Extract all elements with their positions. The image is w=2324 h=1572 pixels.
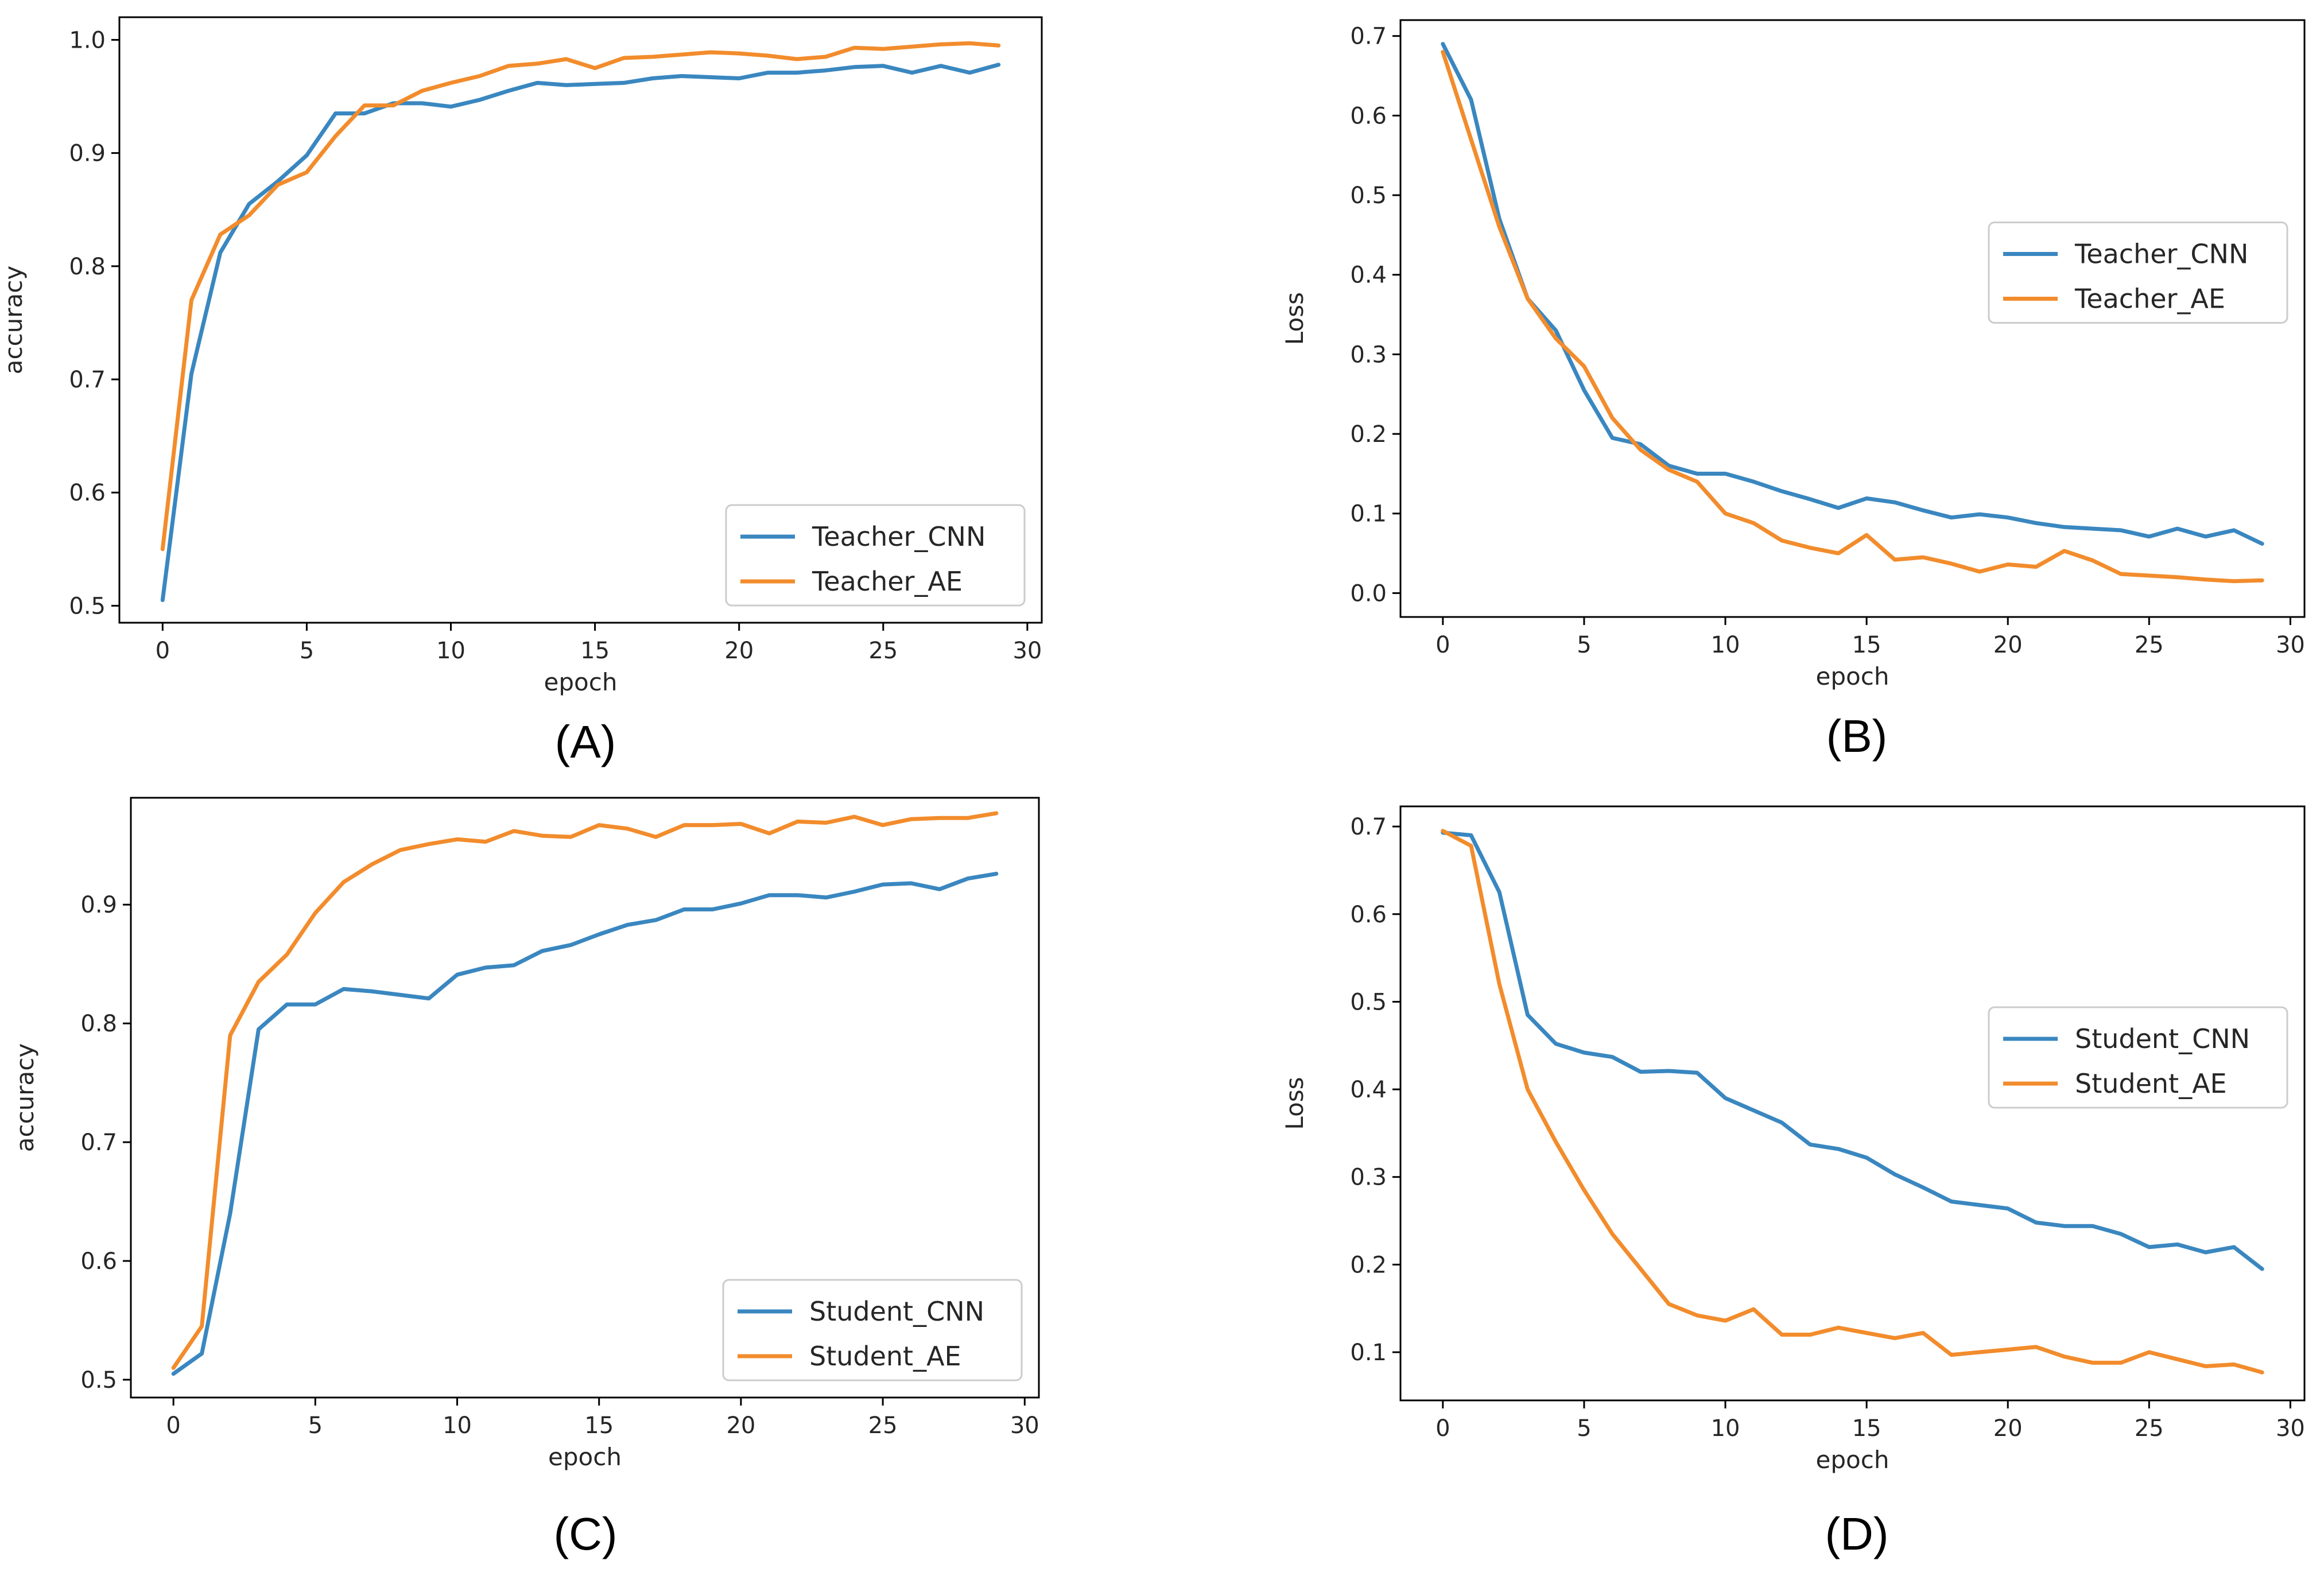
plot-frame	[118, 16, 1043, 624]
legend-label: Student_AE	[809, 1341, 961, 1372]
y-tick-label: 0.5	[69, 593, 106, 619]
series-line-teacher-cnn	[1441, 42, 2264, 546]
y-tick-label: 0.5	[1350, 989, 1387, 1015]
x-tick-label: 10	[436, 638, 465, 664]
y-tick-label: 1.0	[69, 27, 106, 53]
y-tick-label: 0.5	[1350, 183, 1387, 209]
x-tick-label: 15	[584, 1412, 614, 1439]
x-tick-label: 20	[1993, 632, 2023, 658]
plot-frame	[1399, 805, 2306, 1402]
y-tick-label: 0.6	[80, 1248, 117, 1275]
x-tick-label: 30	[2276, 1415, 2305, 1442]
x-tick-label: 25	[868, 1412, 898, 1439]
series-line-student-ae	[1441, 829, 2264, 1375]
legend-box	[725, 504, 1026, 607]
y-tick-label: 0.0	[1350, 580, 1387, 607]
y-tick-label: 0.1	[1350, 1340, 1387, 1366]
y-axis-label: accuracy	[11, 1043, 39, 1152]
series-line-student-ae	[171, 811, 999, 1370]
x-tick-label: 10	[1711, 1415, 1740, 1442]
x-tick-label: 0	[166, 1412, 180, 1439]
series-line-teacher-ae	[160, 41, 1001, 552]
y-tick-label: 0.8	[80, 1011, 117, 1037]
x-tick-label: 30	[2276, 632, 2305, 658]
y-tick-label: 0.3	[1350, 1165, 1387, 1191]
x-tick-label: 20	[1993, 1415, 2023, 1442]
x-tick-label: 5	[300, 638, 314, 664]
panel-a: 0 5 10 15 20 25 30 0.5 0.6 0.7 0.8 0.9 1.0 epoch accur…	[0, 16, 1043, 767]
plot-frame	[1399, 19, 2306, 618]
panel-d: 0 5 10 15 20 25 30 0.1 0.2 0.3 0.4 0.5 0.6 0.7 epoch Lo…	[1281, 805, 2306, 1559]
series-line-teacher-ae	[1441, 50, 2264, 584]
x-tick-label: 5	[308, 1412, 323, 1439]
x-axis-label: epoch	[548, 1443, 622, 1471]
panel-caption: (A)	[555, 716, 616, 767]
series-line-student-cnn	[1441, 830, 2264, 1271]
legend-label: Student_CNN	[809, 1296, 984, 1327]
x-tick-label: 15	[1852, 1415, 1881, 1442]
x-tick-label: 20	[724, 638, 754, 664]
y-tick-label: 0.9	[69, 141, 106, 167]
x-tick-label: 0	[156, 638, 170, 664]
x-tick-label: 0	[1435, 1415, 1450, 1442]
legend-box	[1988, 1006, 2288, 1109]
x-axis-label: epoch	[1816, 662, 1890, 690]
x-tick-label: 30	[1010, 1412, 1039, 1439]
y-tick-label: 0.7	[1350, 24, 1387, 50]
y-axis-label: Loss	[1281, 292, 1309, 345]
y-tick-label: 0.6	[1350, 902, 1387, 928]
y-tick-label: 0.9	[80, 892, 117, 918]
x-tick-label: 10	[443, 1412, 472, 1439]
legend-label: Teacher_CNN	[2074, 239, 2248, 270]
x-axis-label: epoch	[1816, 1446, 1890, 1474]
legend-box	[1988, 222, 2288, 324]
y-axis-label: accuracy	[0, 266, 28, 375]
y-tick-label: 0.6	[1350, 103, 1387, 129]
x-tick-label: 20	[726, 1412, 755, 1439]
series-line-student-cnn	[171, 871, 999, 1376]
x-axis-label: epoch	[544, 668, 618, 696]
y-tick-label: 0.2	[1350, 1252, 1387, 1278]
x-tick-label: 5	[1577, 632, 1591, 658]
legend-label: Teacher_AE	[812, 566, 963, 597]
legend-label: Teacher_CNN	[812, 521, 986, 552]
panel-caption: (B)	[1826, 711, 1888, 762]
y-tick-label: 0.6	[69, 480, 106, 506]
y-axis-label: Loss	[1281, 1077, 1309, 1129]
y-tick-label: 0.1	[1350, 501, 1387, 527]
series-line-teacher-cnn	[160, 63, 1001, 603]
plot-frame	[130, 797, 1040, 1399]
x-tick-label: 5	[1577, 1415, 1591, 1442]
y-tick-label: 0.7	[69, 367, 106, 393]
x-tick-label: 30	[1012, 638, 1042, 664]
x-tick-label: 10	[1711, 632, 1740, 658]
y-tick-label: 0.3	[1350, 341, 1387, 368]
x-tick-label: 0	[1435, 632, 1450, 658]
legend-label: Teacher_AE	[2074, 284, 2225, 315]
y-tick-label: 0.4	[1350, 1077, 1387, 1103]
legend-label: Student_AE	[2075, 1068, 2227, 1099]
panel-caption: (C)	[553, 1508, 617, 1559]
y-tick-label: 0.5	[80, 1367, 117, 1394]
y-tick-label: 0.7	[80, 1129, 117, 1156]
y-tick-label: 0.7	[1350, 814, 1387, 840]
panel-caption: (D)	[1825, 1508, 1888, 1559]
x-tick-label: 15	[580, 638, 610, 664]
legend-label: Student_CNN	[2075, 1023, 2250, 1054]
legend-box	[722, 1279, 1023, 1381]
panel-c: 0 5 10 15 20 25 30 0.5 0.6 0.7 0.8 0.9 epoch accuracy…	[11, 797, 1040, 1559]
x-tick-label: 25	[2135, 632, 2164, 658]
y-tick-label: 0.4	[1350, 262, 1387, 289]
y-tick-label: 0.2	[1350, 421, 1387, 448]
x-tick-label: 15	[1852, 632, 1881, 658]
y-tick-label: 0.8	[69, 254, 106, 280]
x-tick-label: 25	[2135, 1415, 2164, 1442]
panel-b: 0 5 10 15 20 25 30 0.0 0.1 0.2 0.3 0.4 0.5 0.6 0.7 epoc…	[1281, 19, 2306, 762]
x-tick-label: 25	[868, 638, 898, 664]
